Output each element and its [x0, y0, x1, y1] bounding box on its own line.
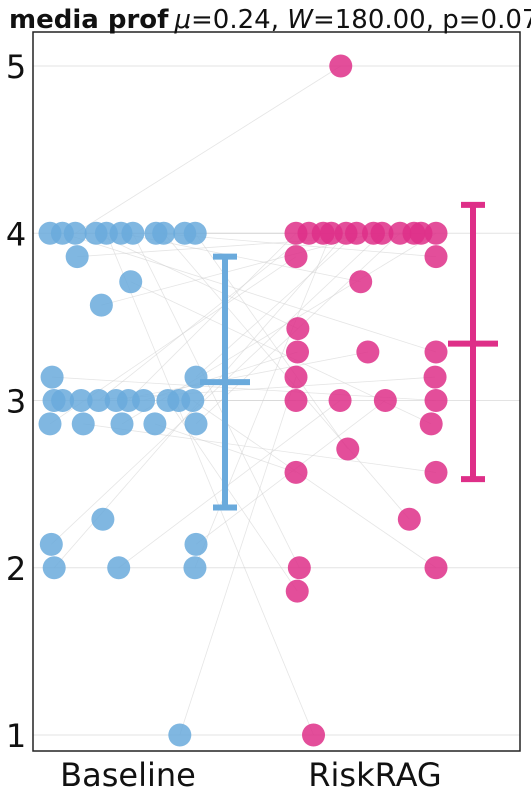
data-point-riskrag [419, 412, 443, 436]
pair-line [51, 232, 383, 545]
data-point-riskrag [356, 340, 380, 364]
data-point-baseline [42, 556, 66, 580]
title-mu-symbol: μ [173, 5, 191, 35]
data-point-baseline [39, 532, 63, 556]
pair-line [132, 233, 300, 568]
pair-line [95, 232, 299, 329]
pair-line [128, 232, 297, 401]
pair-line [98, 232, 310, 401]
data-point-baseline [121, 221, 145, 245]
pair-line [116, 351, 368, 401]
data-point-baseline [40, 365, 64, 389]
data-point-riskrag [328, 389, 352, 412]
pair-line [194, 233, 349, 450]
data-point-riskrag [284, 389, 308, 412]
pair-line [106, 233, 314, 736]
x-tick-label: RiskRAG [308, 756, 441, 794]
data-point-baseline [168, 723, 192, 747]
pair-line [52, 376, 437, 401]
title-bold: media prof [9, 5, 169, 35]
pair-line [62, 232, 437, 353]
data-point-baseline [184, 412, 208, 436]
data-point-baseline [184, 365, 208, 389]
data-point-riskrag [373, 389, 397, 412]
data-point-riskrag [424, 221, 448, 245]
title-mu-value: =0.24, [191, 5, 287, 35]
data-point-riskrag [424, 556, 448, 580]
y-tick-labels: 1 2 3 4 5 [6, 48, 26, 755]
y-tick-label: 1 [6, 717, 26, 755]
data-point-riskrag [424, 389, 448, 412]
data-point-riskrag [424, 245, 448, 269]
plot-frame [32, 31, 521, 752]
data-point-riskrag [287, 556, 311, 580]
title-w-symbol: W [287, 5, 314, 35]
data-point-riskrag [344, 221, 368, 245]
pair-line [179, 376, 297, 736]
data-points [38, 54, 448, 747]
data-point-baseline [181, 389, 205, 412]
data-point-baseline [143, 412, 167, 436]
y-tick-label: 2 [6, 550, 26, 588]
data-point-riskrag [424, 340, 448, 364]
data-point-baseline [63, 221, 87, 245]
data-point-riskrag [284, 365, 308, 389]
data-point-baseline [183, 556, 207, 580]
data-point-riskrag [302, 723, 326, 747]
data-point-baseline [38, 412, 62, 436]
pair-line [192, 400, 437, 569]
data-point-riskrag [370, 221, 394, 245]
data-point-riskrag [286, 340, 310, 364]
data-point-baseline [71, 412, 95, 436]
data-point-baseline [87, 389, 111, 412]
data-point-baseline [132, 389, 156, 412]
y-tick-label: 5 [6, 48, 26, 86]
pair-line [83, 423, 437, 473]
data-point-baseline [107, 556, 131, 580]
data-point-riskrag [423, 365, 447, 389]
data-point-baseline [69, 389, 93, 412]
error-bars [200, 201, 498, 511]
pair-line [101, 232, 374, 306]
y-tick-label: 4 [6, 215, 26, 253]
data-point-baseline [91, 507, 115, 531]
data-point-baseline [65, 245, 89, 269]
data-point-riskrag [285, 579, 309, 603]
y-tick-label: 3 [6, 383, 26, 421]
data-point-baseline [152, 221, 176, 245]
data-point-riskrag [329, 54, 353, 78]
x-tick-label: Baseline [60, 756, 196, 794]
pair-line [75, 65, 341, 234]
data-point-baseline [183, 221, 207, 245]
data-point-baseline [110, 412, 134, 436]
x-tick-labels: Baseline RiskRAG [60, 756, 442, 794]
title-w-value: =180.00, p=0.071 [313, 5, 531, 35]
data-point-baseline [51, 389, 75, 412]
data-point-riskrag [424, 460, 448, 484]
data-point-riskrag [284, 245, 308, 269]
data-point-baseline [89, 293, 113, 317]
data-point-baseline [119, 270, 143, 294]
data-point-riskrag [349, 270, 373, 294]
data-point-riskrag [397, 507, 421, 531]
data-point-riskrag [284, 460, 308, 484]
data-point-riskrag [286, 317, 310, 341]
data-point-riskrag [336, 437, 360, 461]
data-point-baseline [184, 532, 208, 556]
chart-title: media prof μ=0.24, W=180.00, p=0.071 [9, 5, 531, 35]
